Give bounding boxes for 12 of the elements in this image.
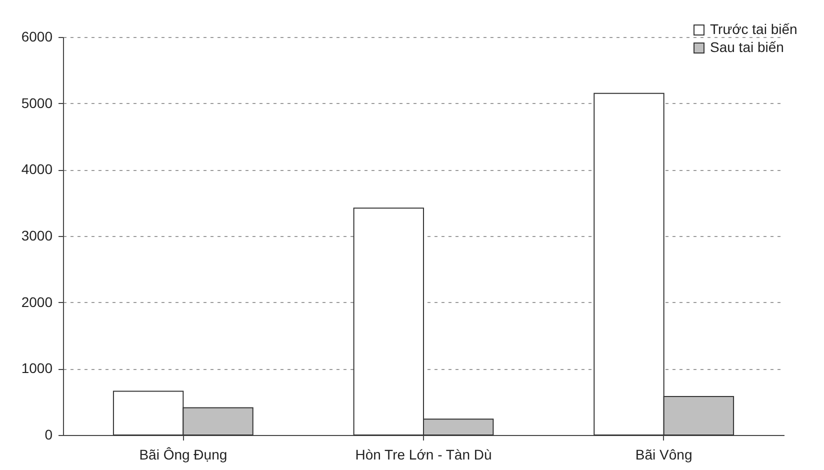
y-tick-label: 6000 <box>21 28 53 44</box>
y-tick-label: 3000 <box>21 228 53 244</box>
x-tick-label: Hòn Tre Lớn - Tàn Dù <box>355 446 492 462</box>
y-tick-label: 1000 <box>21 360 53 376</box>
y-tick-label: 2000 <box>21 294 53 310</box>
x-tick-label: Bãi Vông <box>635 446 692 462</box>
y-tick-label: 0 <box>44 426 53 442</box>
y-tick-label: 4000 <box>21 161 53 178</box>
y-tick-label: 5000 <box>21 94 53 111</box>
x-tick-label: Bãi Ông Đụng <box>139 446 228 462</box>
legend-label: Sau tai biến <box>710 39 784 55</box>
legend-label: Trước tai biến <box>710 21 798 37</box>
